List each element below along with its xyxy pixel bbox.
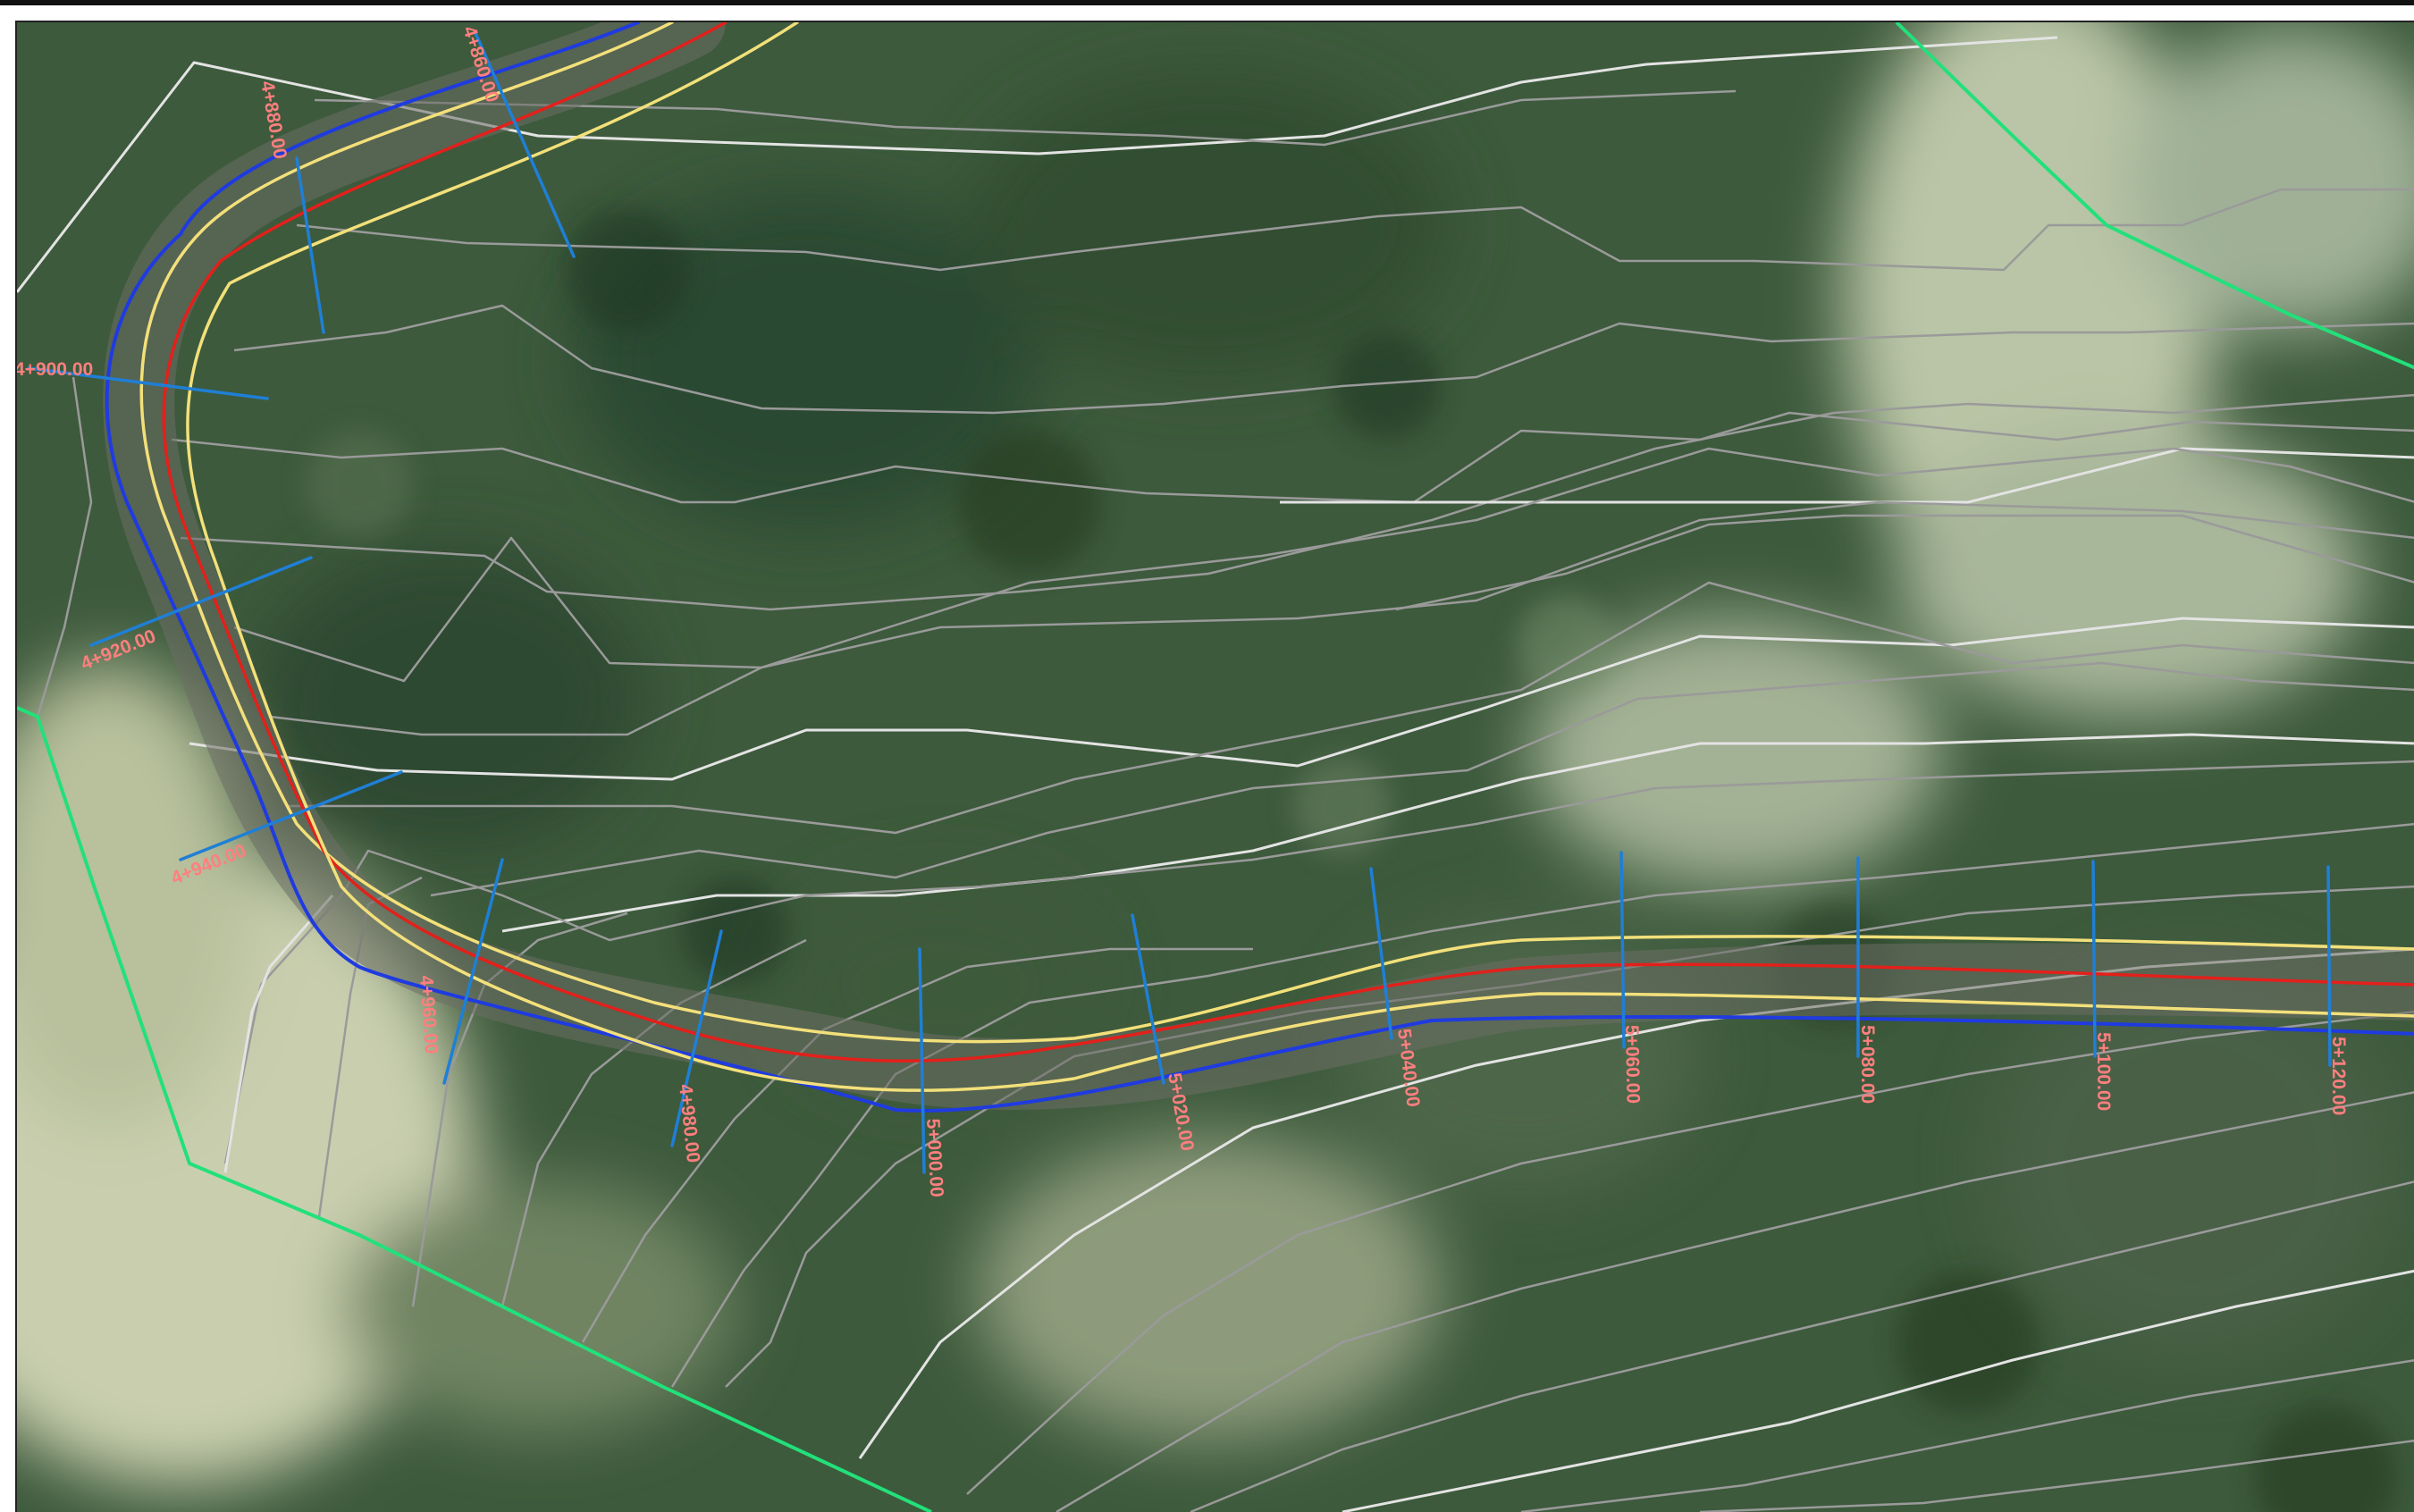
station-tick bbox=[2326, 865, 2332, 1067]
contour-line bbox=[966, 1010, 2414, 1495]
contour-line bbox=[233, 304, 2414, 415]
boundary-line-east bbox=[1895, 22, 2414, 370]
edge-of-pavement-right bbox=[186, 22, 2414, 1092]
contour-line bbox=[189, 617, 2414, 781]
contour-line bbox=[233, 447, 2414, 683]
boundary-line-west bbox=[17, 706, 932, 1512]
station-label: 5+080.00 bbox=[1857, 1025, 1878, 1104]
station-label: 5+120.00 bbox=[2328, 1037, 2349, 1115]
contour-line bbox=[288, 581, 2414, 835]
contour-line bbox=[296, 188, 2414, 272]
station-tick bbox=[179, 770, 403, 861]
station-tick bbox=[295, 156, 325, 334]
contour-line bbox=[1520, 1359, 2414, 1512]
station-tick bbox=[1131, 913, 1165, 1085]
project-boundary bbox=[17, 22, 2414, 1512]
contour-line bbox=[314, 89, 1737, 147]
aerial-imagery bbox=[17, 22, 2414, 1512]
frame-top-rule bbox=[0, 0, 2414, 5]
station-tick bbox=[918, 947, 926, 1174]
station-label: 5+000.00 bbox=[922, 1118, 947, 1197]
contour-line bbox=[17, 36, 2058, 293]
contour-line bbox=[36, 376, 93, 718]
station-label: 4+900.00 bbox=[17, 359, 93, 380]
contour-line bbox=[171, 411, 2414, 504]
contour-line bbox=[430, 661, 2414, 897]
station-tick bbox=[1619, 851, 1626, 1049]
contour-line bbox=[1395, 514, 2414, 611]
edge-of-pavement-left bbox=[139, 22, 2414, 1044]
contour-line bbox=[500, 938, 807, 1307]
contour-line bbox=[1280, 447, 2414, 504]
map-viewport[interactable]: 4+860.00 4+880.00 4+900.00 4+920.00 4+94… bbox=[15, 21, 2414, 1512]
road-centerline bbox=[162, 22, 2414, 1063]
station-tick bbox=[27, 366, 269, 400]
contour-line bbox=[670, 822, 2414, 1388]
contour-line bbox=[269, 500, 2414, 736]
grading-limit bbox=[105, 22, 2414, 1113]
road-corridor bbox=[103, 22, 2414, 1113]
station-tick bbox=[1369, 867, 1393, 1040]
station-tick bbox=[89, 556, 313, 647]
station-tick bbox=[2091, 860, 2097, 1058]
contour-line bbox=[1056, 1091, 2414, 1512]
station-label: 5+060.00 bbox=[1621, 1025, 1644, 1105]
map-canvas[interactable]: 4+860.00 4+880.00 4+900.00 4+920.00 4+94… bbox=[17, 22, 2414, 1512]
station-tick bbox=[442, 858, 504, 1085]
station-label: 5+100.00 bbox=[2093, 1032, 2114, 1111]
station-ticks bbox=[27, 31, 2332, 1174]
contour-line bbox=[1190, 1180, 2414, 1512]
contour-line bbox=[1699, 1440, 2414, 1512]
station-tick bbox=[670, 929, 723, 1147]
contour-line bbox=[223, 895, 334, 1173]
station-tick bbox=[474, 31, 576, 258]
contour-line bbox=[1342, 1269, 2414, 1512]
